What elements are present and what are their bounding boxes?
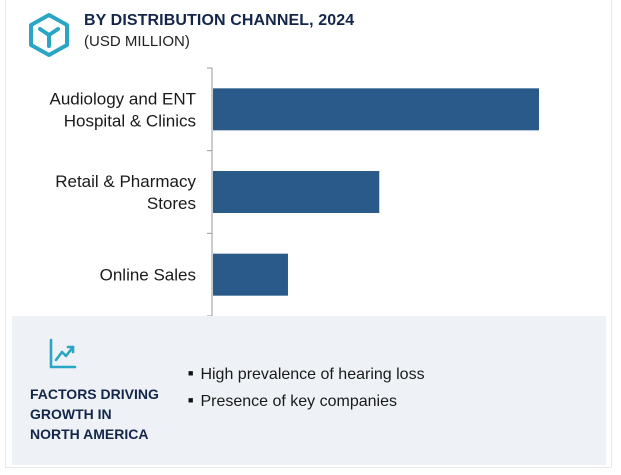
category-label: Audiology and ENT	[50, 89, 196, 108]
bar	[213, 171, 380, 213]
frame-border-left	[5, 0, 6, 468]
trend-chart-icon	[49, 338, 77, 369]
chart-title: BY DISTRIBUTION CHANNEL, 2024	[84, 12, 355, 29]
factors-heading: FACTORS DRIVING GROWTH IN NORTH AMERICA	[30, 384, 180, 444]
factors-heading-line: GROWTH IN	[30, 406, 112, 422]
factors-heading-line: FACTORS DRIVING	[30, 386, 159, 402]
factors-heading-line: NORTH AMERICA	[30, 426, 149, 442]
frame-border-bottom	[5, 467, 612, 468]
factors-list: High prevalence of hearing loss Presence…	[188, 362, 425, 416]
hexagon-logo-icon	[29, 13, 69, 57]
factor-item: Presence of key companies	[188, 389, 425, 416]
category-label: Retail & Pharmacy	[55, 172, 196, 191]
bar	[213, 88, 539, 131]
category-label: Online Sales	[100, 266, 196, 285]
frame-border-right	[611, 0, 612, 468]
factor-item: High prevalence of hearing loss	[188, 362, 424, 389]
chart-subtitle: (USD MILLION)	[84, 33, 190, 50]
category-label: Hospital & Clinics	[64, 111, 196, 130]
bar-chart: Audiology and ENT Hospital & Clinics Retai…	[50, 67, 539, 317]
category-label: Stores	[147, 194, 196, 213]
bar	[213, 253, 288, 296]
